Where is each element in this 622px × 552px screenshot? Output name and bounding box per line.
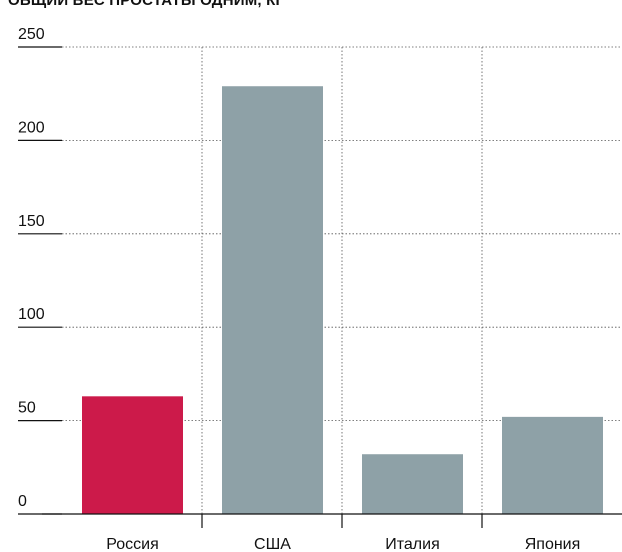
y-tick-label: 50 — [18, 400, 36, 417]
x-axis: Россия США Италия Япония — [42, 514, 622, 552]
x-category-label: Италия — [385, 536, 439, 552]
y-tick-label: 100 — [18, 306, 45, 323]
x-category-label: США — [254, 536, 291, 552]
y-tick-label: 150 — [18, 213, 45, 230]
bar-0 — [82, 396, 183, 514]
bar-1 — [222, 86, 323, 514]
bar-2 — [362, 454, 463, 514]
y-axis-ticks: 0 50 100 150 200 250 — [18, 26, 62, 514]
y-tick-label: 200 — [18, 119, 45, 136]
bars — [82, 86, 603, 514]
y-tick-label: 250 — [18, 26, 45, 43]
x-category-label: Россия — [106, 536, 158, 552]
y-tick-label: 0 — [18, 493, 27, 510]
x-category-label: Япония — [525, 536, 581, 552]
bar-3 — [502, 417, 603, 514]
